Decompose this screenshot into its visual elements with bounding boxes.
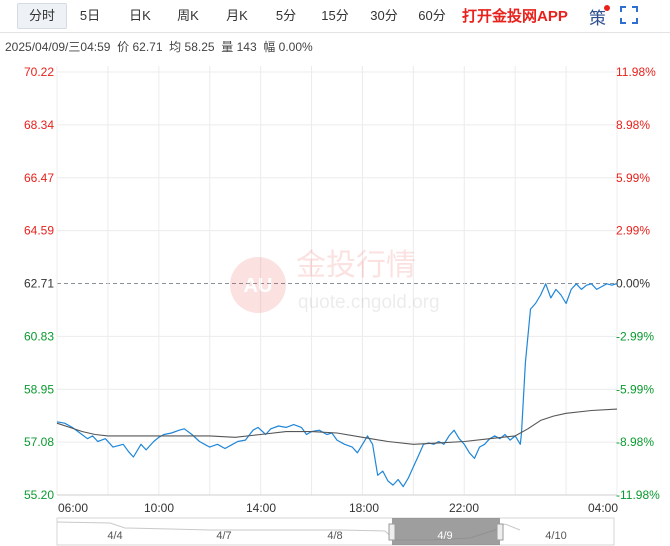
tab-5day[interactable]: 5日 bbox=[79, 8, 101, 23]
avg-line bbox=[56, 408, 618, 445]
chart-grid bbox=[56, 66, 618, 496]
y-tick-label-right: -8.98% bbox=[616, 435, 654, 449]
info-avg: 58.25 bbox=[184, 40, 215, 54]
strategy-button[interactable]: 策 bbox=[589, 9, 606, 28]
info-avg-label: 均 bbox=[169, 40, 182, 54]
x-tick-label: 18:00 bbox=[349, 501, 379, 515]
y-tick-label-right: 5.99% bbox=[616, 171, 650, 185]
y-tick-label-right: 8.98% bbox=[616, 118, 650, 132]
x-tick-label: 06:00 bbox=[58, 501, 88, 515]
tab-30min[interactable]: 30分 bbox=[370, 8, 398, 23]
x-tick-label: 10:00 bbox=[144, 501, 174, 515]
x-tick-label: 14:00 bbox=[246, 501, 276, 515]
info-volume: 143 bbox=[236, 40, 257, 54]
x-tick-label: 22:00 bbox=[449, 501, 479, 515]
x-tick-label: 04:00 bbox=[588, 501, 618, 515]
navigator-date-label: 4/4 bbox=[107, 530, 122, 542]
navigator-frame bbox=[56, 517, 615, 546]
navigator-selection bbox=[392, 518, 500, 545]
navigator-date-label: 4/9 bbox=[437, 530, 452, 542]
watermark-url: quote.cngold.org bbox=[298, 292, 440, 313]
y-tick-label-right: 2.99% bbox=[616, 224, 650, 238]
y-tick-label: 60.83 bbox=[24, 329, 54, 343]
y-tick-label: 57.08 bbox=[24, 435, 54, 449]
y-tick-label-right: 0.00% bbox=[616, 277, 650, 291]
y-tick-label: 55.20 bbox=[24, 488, 54, 502]
price-line bbox=[56, 282, 618, 488]
info-change-label: 幅 bbox=[263, 40, 276, 54]
open-app-link[interactable]: 打开金投网APP bbox=[462, 8, 568, 25]
navigator-date-label: 4/10 bbox=[545, 530, 566, 542]
tab-60min[interactable]: 60分 bbox=[418, 8, 446, 23]
y-tick-label: 68.34 bbox=[24, 118, 54, 132]
y-tick-label-right: 11.98% bbox=[616, 65, 656, 79]
info-price: 62.71 bbox=[132, 40, 163, 54]
notification-dot bbox=[604, 5, 610, 11]
watermark: AU 金投行情 quote.cngold.org bbox=[230, 248, 440, 313]
tab-weekly-k[interactable]: 周K bbox=[177, 8, 199, 23]
info-price-label: 价 bbox=[117, 40, 130, 54]
quote-info-bar: 2025/04/09/三04:59 价 62.71 均 58.25 量 143 … bbox=[5, 38, 313, 55]
tab-intraday[interactable]: 分时 bbox=[17, 3, 67, 29]
tab-daily-k[interactable]: 日K bbox=[129, 8, 151, 23]
fullscreen-icon[interactable] bbox=[620, 6, 638, 24]
navigator-handle-left bbox=[388, 523, 396, 541]
navigator-date-label: 4/7 bbox=[216, 530, 231, 542]
chart-series bbox=[56, 282, 618, 488]
date-navigator[interactable]: 4/4 4/7 4/8 4/9 4/10 bbox=[56, 517, 615, 546]
tab-monthly-k[interactable]: 月K bbox=[226, 8, 248, 23]
tab-5min[interactable]: 5分 bbox=[275, 8, 297, 23]
y-tick-label: 62.71 bbox=[24, 277, 54, 291]
y-tick-label: 64.59 bbox=[24, 224, 54, 238]
y-tick-label: 70.22 bbox=[24, 65, 54, 79]
info-volume-label: 量 bbox=[221, 40, 234, 54]
chart-axes: 70.22 11.98% 68.34 8.98% 66.47 5.99% 64.59 2.99… bbox=[24, 65, 660, 515]
y-tick-label-right: -2.99% bbox=[616, 329, 654, 343]
watermark-name: 金投行情 bbox=[296, 248, 416, 283]
y-tick-label-right: -5.99% bbox=[616, 382, 654, 396]
y-tick-label: 58.95 bbox=[24, 382, 54, 396]
tab-15min[interactable]: 15分 bbox=[321, 8, 349, 23]
info-change: 0.00% bbox=[278, 40, 313, 54]
watermark-logo-icon bbox=[230, 257, 286, 313]
y-tick-label: 66.47 bbox=[24, 171, 54, 185]
timeframe-tabbar: 分时 5日 日K 周K 月K 5分 15分 30分 60分 打开金投网APP 策 bbox=[0, 0, 670, 33]
navigator-handle-right bbox=[496, 523, 504, 541]
info-datetime: 2025/04/09/三04:59 bbox=[5, 40, 111, 54]
y-tick-label-right: -11.98% bbox=[616, 488, 660, 502]
navigator-date-label: 4/8 bbox=[327, 530, 342, 542]
watermark-logo-text: AU bbox=[244, 275, 273, 297]
